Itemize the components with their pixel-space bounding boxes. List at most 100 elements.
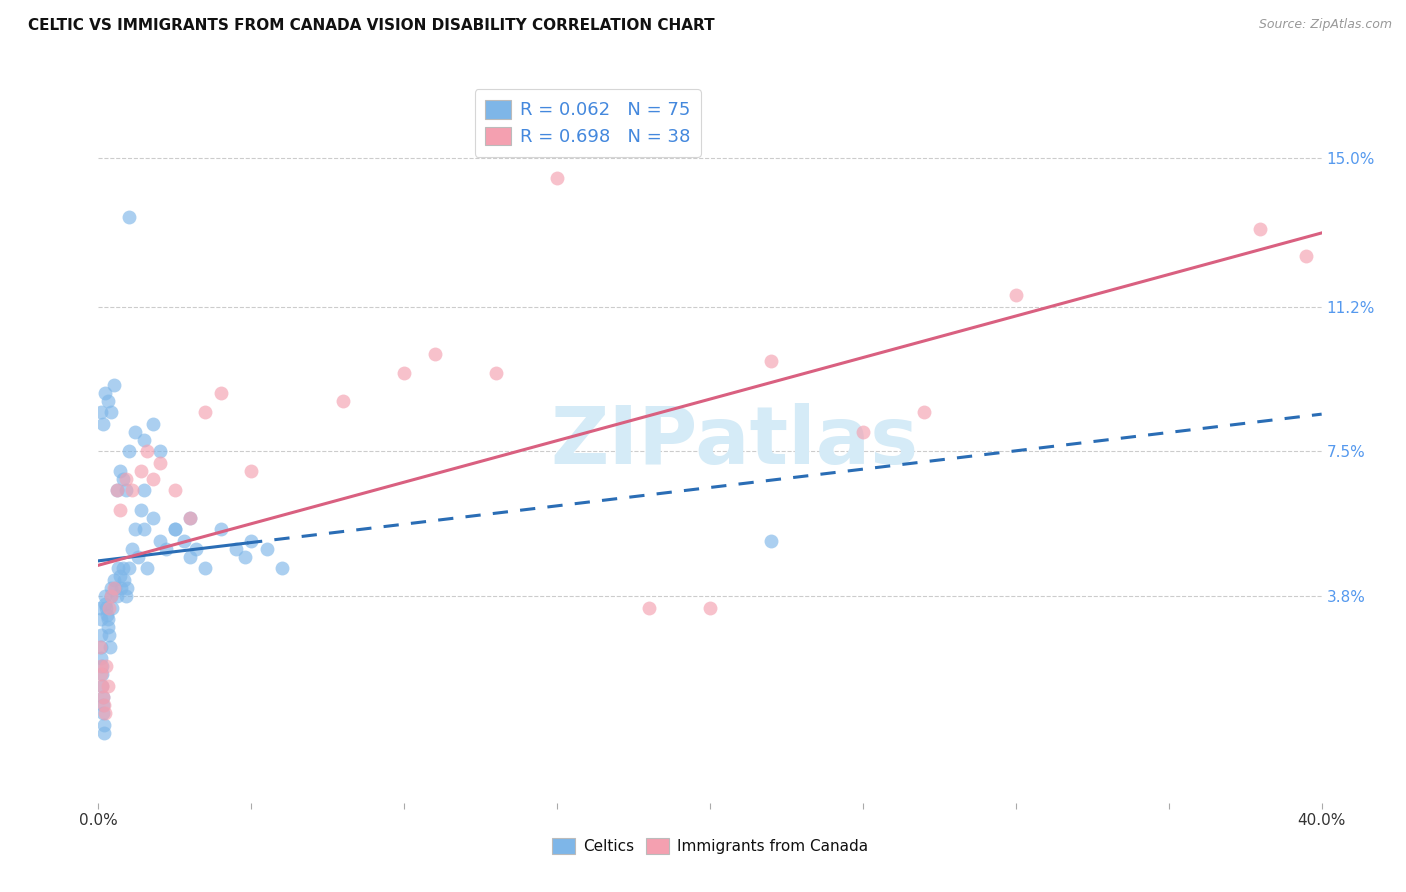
Point xyxy=(93,706,115,720)
Point xyxy=(142,417,165,431)
Point xyxy=(423,346,446,360)
Point xyxy=(270,561,294,575)
Point xyxy=(91,698,114,713)
Point xyxy=(91,679,114,693)
Point xyxy=(91,679,114,693)
Point xyxy=(912,405,935,419)
Point xyxy=(142,510,165,524)
Point xyxy=(121,541,143,556)
Point xyxy=(194,561,217,575)
Point xyxy=(194,405,217,419)
Point xyxy=(90,659,112,673)
Point xyxy=(103,378,125,392)
Point xyxy=(142,472,165,486)
Point xyxy=(90,628,112,642)
Point xyxy=(117,581,139,595)
Point xyxy=(100,405,122,419)
Text: CELTIC VS IMMIGRANTS FROM CANADA VISION DISABILITY CORRELATION CHART: CELTIC VS IMMIGRANTS FROM CANADA VISION … xyxy=(28,18,714,33)
Point xyxy=(240,464,263,478)
Point xyxy=(134,483,156,498)
Point xyxy=(225,541,247,556)
Point xyxy=(1004,288,1026,302)
Point xyxy=(127,549,149,564)
Point xyxy=(91,706,114,720)
Point xyxy=(108,569,131,583)
Point xyxy=(91,667,114,681)
Point xyxy=(134,523,156,537)
Point xyxy=(637,600,661,615)
Point xyxy=(101,600,124,615)
Point xyxy=(93,589,115,603)
Point xyxy=(149,456,172,470)
Point xyxy=(108,464,131,478)
Point xyxy=(149,444,172,458)
Point xyxy=(94,659,117,673)
Legend: Celtics, Immigrants from Canada: Celtics, Immigrants from Canada xyxy=(546,832,875,860)
Point xyxy=(1295,249,1317,263)
Point xyxy=(108,503,131,517)
Point xyxy=(105,589,128,603)
Point xyxy=(93,385,115,400)
Point xyxy=(179,510,201,524)
Point xyxy=(110,581,132,595)
Text: Source: ZipAtlas.com: Source: ZipAtlas.com xyxy=(1258,18,1392,31)
Point xyxy=(90,667,112,681)
Point xyxy=(90,640,112,654)
Point xyxy=(179,549,201,564)
Point xyxy=(546,170,568,185)
Point xyxy=(115,472,138,486)
Point xyxy=(98,640,121,654)
Point xyxy=(93,698,115,713)
Point xyxy=(115,589,138,603)
Point xyxy=(93,725,115,739)
Point xyxy=(699,600,721,615)
Point xyxy=(100,589,122,603)
Point xyxy=(118,561,141,575)
Point xyxy=(124,523,146,537)
Point xyxy=(179,510,201,524)
Point xyxy=(89,640,111,654)
Point xyxy=(105,483,128,498)
Point xyxy=(240,534,263,549)
Point xyxy=(186,541,208,556)
Point xyxy=(118,444,141,458)
Point xyxy=(96,608,118,623)
Point xyxy=(115,483,138,498)
Point xyxy=(155,541,177,556)
Point xyxy=(98,628,121,642)
Point xyxy=(93,717,115,731)
Point xyxy=(100,581,122,595)
Point xyxy=(121,483,143,498)
Point xyxy=(129,503,152,517)
Point xyxy=(852,425,875,439)
Point xyxy=(111,472,134,486)
Point xyxy=(209,523,232,537)
Point xyxy=(100,589,122,603)
Point xyxy=(163,523,186,537)
Point xyxy=(256,541,278,556)
Point xyxy=(98,600,121,615)
Point xyxy=(105,483,128,498)
Point xyxy=(89,600,111,615)
Text: ZIPatlas: ZIPatlas xyxy=(550,402,918,481)
Point xyxy=(332,393,354,408)
Point xyxy=(90,659,112,673)
Point xyxy=(485,366,508,380)
Point xyxy=(173,534,195,549)
Point xyxy=(103,581,125,595)
Point xyxy=(163,483,186,498)
Point xyxy=(111,561,134,575)
Point xyxy=(392,366,416,380)
Point xyxy=(104,581,127,595)
Point xyxy=(761,534,783,549)
Point xyxy=(90,405,112,419)
Point xyxy=(163,523,186,537)
Point xyxy=(97,393,120,408)
Point xyxy=(90,612,112,626)
Point xyxy=(209,385,232,400)
Point xyxy=(118,210,141,224)
Point xyxy=(107,561,129,575)
Point xyxy=(91,690,114,705)
Point xyxy=(103,573,125,587)
Point xyxy=(149,534,172,549)
